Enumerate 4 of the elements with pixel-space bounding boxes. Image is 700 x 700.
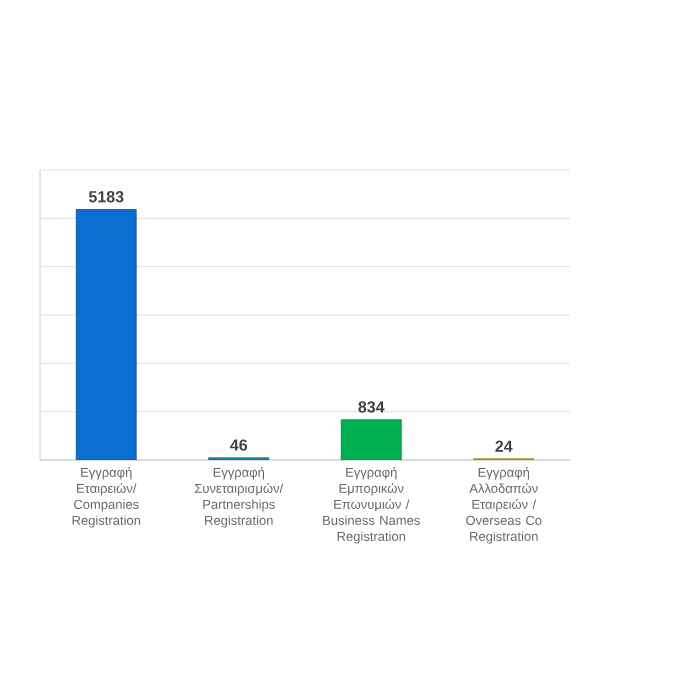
data-label: 5183 <box>88 191 124 203</box>
data-label: 24 <box>495 440 513 452</box>
data-label: 46 <box>230 439 248 451</box>
data-label: 834 <box>358 401 385 413</box>
